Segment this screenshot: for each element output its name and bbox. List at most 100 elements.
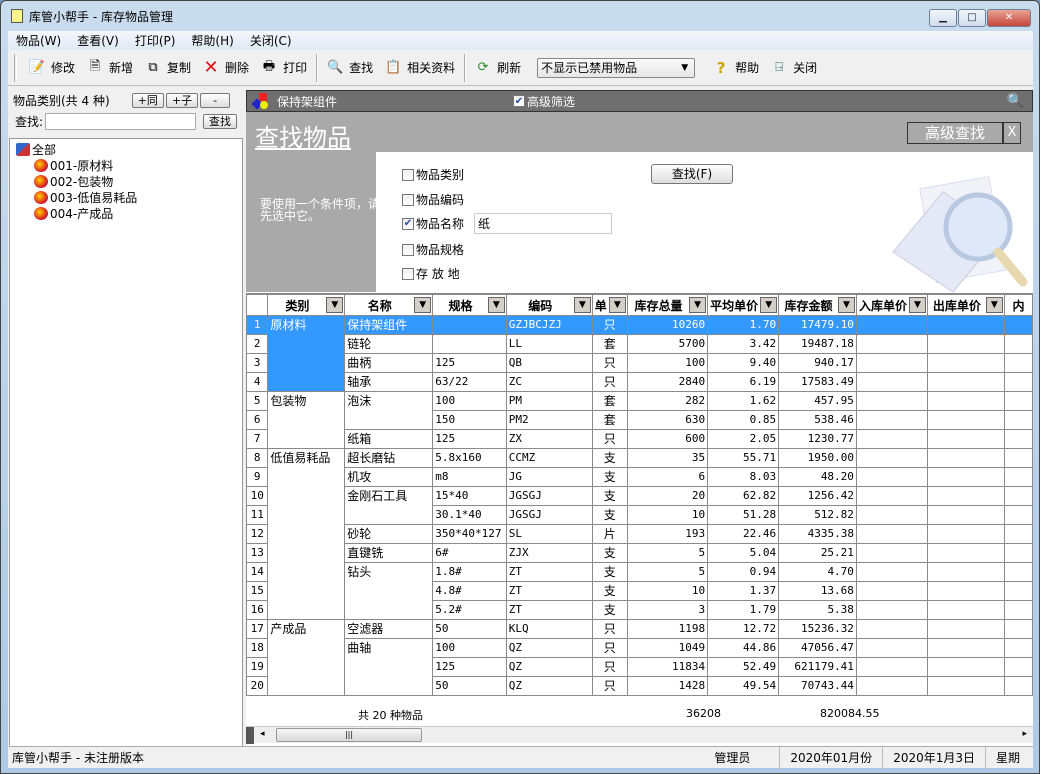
add-child-button[interactable]: +子 [165, 92, 199, 108]
table-row[interactable]: 13 直键铣 6# ZJX 支 5 5.04 25.21 [246, 543, 1033, 563]
column-filter-dropdown-icon[interactable]: ▼ [837, 297, 855, 313]
out-price-cell [926, 505, 1005, 525]
column-header[interactable] [246, 294, 269, 316]
table-row[interactable]: 15 4.8# ZT 支 10 1.37 13.68 [246, 581, 1033, 601]
close-search-button[interactable]: X [1003, 122, 1021, 144]
out-price-cell [926, 524, 1005, 544]
column-header[interactable]: 平均单价 ▼ [707, 294, 780, 316]
table-row[interactable]: 1 原材料 保持架组件 GZJBCJZJ 只 10260 1.70 17479.10 [246, 315, 1033, 392]
column-filter-dropdown-icon[interactable]: ▼ [326, 297, 344, 313]
table-row[interactable]: 17 产成品 空滤器 50 KLQ 只 1198 12.72 15236.32 [246, 619, 1033, 696]
column-header[interactable]: 类别 ▼ [267, 294, 346, 316]
avg-price-cell: 9.40 [707, 353, 780, 373]
tree-node-category[interactable]: 003-低值易耗品 [16, 189, 236, 205]
scroll-left-arrow-icon[interactable]: ◂ [260, 729, 265, 739]
category-tree: 全部 001-原材料 002-包装物 003-低值易耗品 004-产成品 [9, 138, 243, 747]
table-row[interactable]: 11 30.1*40 JGSGJ 支 10 51.28 512.82 [246, 505, 1033, 525]
delete-button[interactable]: ✕ 删除 [197, 55, 255, 81]
column-filter-dropdown-icon[interactable]: ▼ [573, 297, 591, 313]
amount-cell: 19487.18 [778, 334, 857, 354]
column-header-label: 内 [1012, 298, 1025, 313]
menu-item[interactable]: 物品(W) [16, 34, 62, 48]
condition-spec[interactable]: 物品规格 [402, 241, 464, 258]
column-filter-dropdown-icon[interactable]: ▼ [985, 297, 1003, 313]
table-row[interactable]: 19 125 QZ 只 11834 52.49 621179.41 [246, 657, 1033, 677]
find-submit-button[interactable]: 查找(F) [651, 164, 733, 184]
menu-view[interactable]: 查看(V) [77, 34, 119, 48]
table-row[interactable]: 14 钻头 1.8# ZT 支 5 0.94 4.70 [246, 562, 1033, 620]
column-header[interactable]: 规格 ▼ [432, 294, 507, 316]
scrollbar-thumb[interactable]: ||| [276, 728, 422, 742]
print-button[interactable]: 🖶 打印 [255, 55, 313, 81]
tree-node-category[interactable]: 001-原材料 [16, 157, 236, 173]
refresh-button[interactable]: ⟳ 刷新 [469, 55, 527, 81]
help-button[interactable]: ? 帮助 [707, 55, 765, 81]
remove-category-button[interactable]: - [200, 92, 231, 108]
table-row[interactable]: 6 150 PM2 套 630 0.85 538.46 [246, 410, 1033, 430]
disabled-items-filter-select[interactable]: 不显示已禁用物品 ▼ [537, 57, 696, 78]
condition-location[interactable]: 存 放 地 [402, 265, 460, 282]
magnifier-icon[interactable]: 🔍 [1006, 93, 1024, 109]
column-header[interactable]: 出库单价 ▼ [926, 294, 1005, 316]
maximize-button[interactable]: □ [958, 9, 986, 27]
table-row[interactable]: 4 轴承 63/22 ZC 只 2840 6.19 17583.49 [246, 372, 1033, 392]
toolbar-grip[interactable] [14, 53, 17, 82]
table-row[interactable]: 16 5.2# ZT 支 3 1.79 5.38 [246, 600, 1033, 620]
table-row[interactable]: 20 50 QZ 只 1428 49.54 70743.44 [246, 676, 1033, 696]
tree-node-category[interactable]: 002-包装物 [16, 173, 236, 189]
condition-code[interactable]: 物品编码 [402, 191, 464, 208]
column-filter-dropdown-icon[interactable]: ▼ [487, 297, 505, 313]
row-number-cell: 8 [246, 448, 269, 468]
minimize-button[interactable]: ▁ [929, 9, 957, 27]
table-row[interactable]: 8 低值易耗品 超长磨钻 5.8x160 CCMZ 支 35 55.71 1950.00 [246, 448, 1033, 620]
status-bar: 库管小帮手 - 未注册版本 管理员 2020年01月份 2020年1月3日 星期 [9, 746, 1033, 769]
column-header[interactable]: 内 [1003, 294, 1033, 316]
advanced-filter-checkbox[interactable]: ✔ 高级筛选 [513, 93, 575, 110]
item-name-input[interactable] [474, 213, 613, 234]
category-search-input[interactable] [45, 112, 197, 130]
column-header[interactable]: 编码 ▼ [505, 294, 593, 316]
close-window-button[interactable]: ✕ [987, 9, 1031, 27]
avg-price-cell: 1.37 [707, 581, 780, 601]
close-button[interactable]: ⍈ 关闭 [765, 55, 823, 81]
tree-node-category[interactable]: 004-产成品 [16, 205, 236, 221]
column-filter-dropdown-icon[interactable]: ▼ [760, 297, 778, 313]
table-row[interactable]: 3 曲柄 125 QB 只 100 9.40 940.17 [246, 353, 1033, 373]
table-row[interactable]: 10 金刚石工具 15*40 JGSGJ 支 20 62.82 1256.42 [246, 486, 1033, 525]
menu-close[interactable]: 关闭(C) [249, 34, 292, 48]
table-row[interactable]: 7 纸箱 125 ZX 只 600 2.05 1230.77 [246, 429, 1033, 449]
add-sibling-button[interactable]: +同 [131, 92, 164, 108]
avg-price-cell: 8.03 [707, 467, 780, 487]
table-row[interactable]: 12 砂轮 350*40*127 SL 片 193 22.46 4335.38 [246, 524, 1033, 544]
table-row[interactable]: 2 链轮 LL 套 5700 3.42 19487.18 [246, 334, 1033, 354]
table-row[interactable]: 9 机攻 m8 JG 支 6 8.03 48.20 [246, 467, 1033, 487]
column-header[interactable]: 入库单价 ▼ [855, 294, 928, 316]
condition-category[interactable]: 物品类别 [402, 166, 464, 183]
column-filter-dropdown-icon[interactable]: ▼ [414, 297, 432, 313]
column-header[interactable]: 库存总量 ▼ [626, 294, 709, 316]
menu-print[interactable]: 打印(P) [134, 34, 176, 48]
related-info-button[interactable]: 📋 相关资料 [379, 55, 461, 81]
horizontal-scrollbar[interactable]: ◂ ||| ▸ [246, 726, 1033, 744]
column-header[interactable]: 名称 ▼ [344, 294, 434, 316]
copy-button[interactable]: ⧉ 复制 [139, 55, 197, 81]
advanced-search-button[interactable]: 高级查找 [907, 122, 1003, 144]
condition-name[interactable]: ✔ 物品名称 [402, 213, 613, 234]
category-search-button[interactable]: 查找 [203, 113, 238, 129]
extra-cell [1003, 619, 1033, 639]
column-filter-dropdown-icon[interactable]: ▼ [689, 297, 707, 313]
out-price-cell [926, 581, 1005, 601]
table-row[interactable]: 5 包装物 泡沫 100 PM 套 282 1.62 457.95 [246, 391, 1033, 449]
tree-node-all[interactable]: 全部 [16, 141, 236, 157]
edit-button[interactable]: 📝 修改 [23, 55, 81, 81]
column-header[interactable]: 库存金额 ▼ [778, 294, 857, 316]
menu-help[interactable]: 帮助(H) [191, 34, 234, 48]
table-row[interactable]: 18 曲轴 100 QZ 只 1049 44.86 47056.47 [246, 638, 1033, 696]
column-filter-dropdown-icon[interactable]: ▼ [908, 297, 926, 313]
find-button[interactable]: 🔍 查找 [321, 55, 379, 81]
new-button[interactable]: 🗎 新增 [81, 55, 139, 81]
column-header[interactable]: 单 ▼ [591, 294, 628, 316]
column-filter-dropdown-icon[interactable]: ▼ [608, 297, 626, 313]
scroll-right-arrow-icon[interactable]: ▸ [1022, 729, 1027, 739]
tree-node-label: 004-产成品 [50, 206, 114, 221]
